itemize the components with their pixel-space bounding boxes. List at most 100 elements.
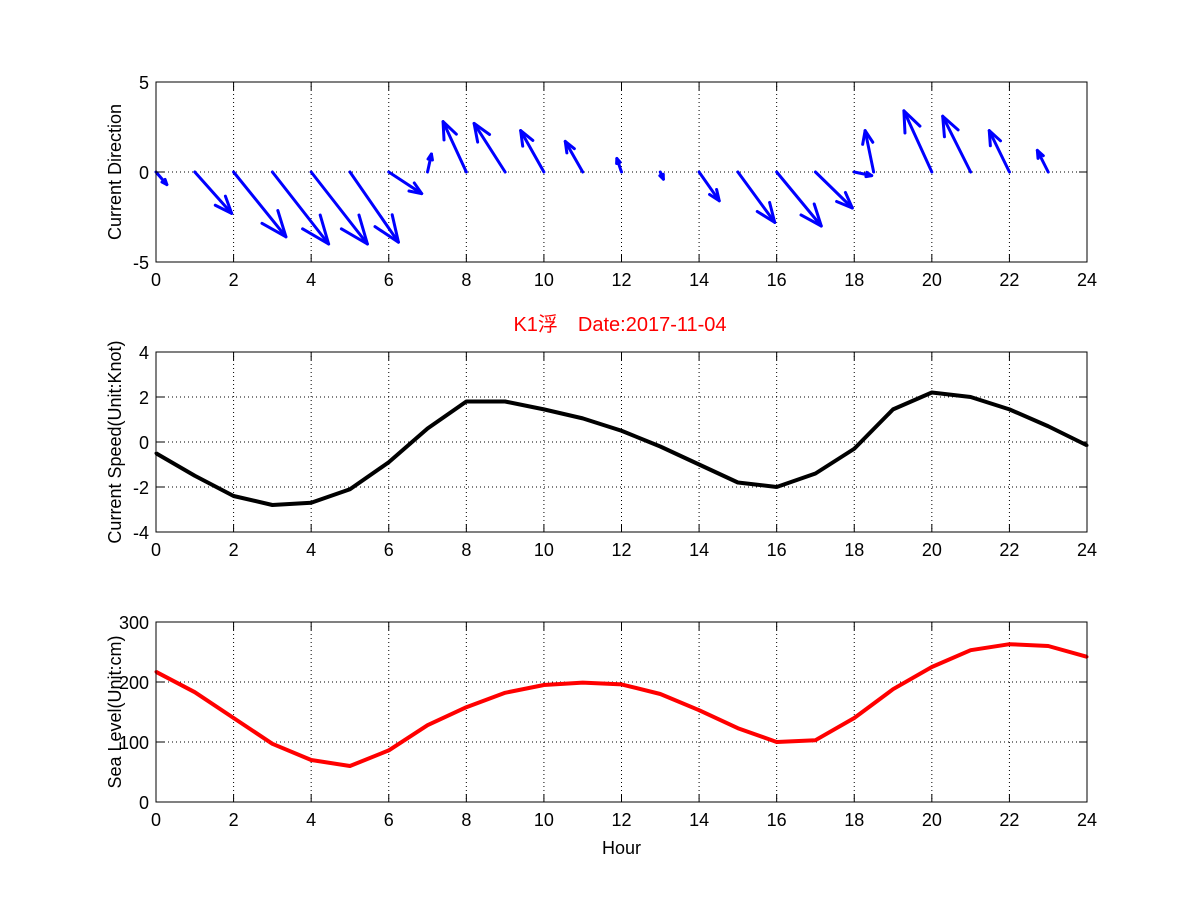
- axis-ticks: 0 2 4 6 8 10 12 14 16 18 20 22 24-505: [133, 73, 1097, 290]
- arrow-head: [373, 213, 400, 244]
- direction-arrow: [813, 170, 854, 210]
- y-tick-label: 300: [119, 613, 149, 633]
- arrow-shaft: [232, 170, 288, 239]
- chart-title: K1浮 Date:2017-11-04: [513, 313, 726, 336]
- arrow-shaft: [941, 114, 973, 174]
- x-tick-label: 8: [461, 270, 471, 290]
- arrow-head: [1035, 148, 1045, 160]
- y-tick-label: 200: [119, 673, 149, 693]
- data-point: [813, 738, 817, 742]
- arrow-head: [941, 114, 960, 139]
- x-tick-label: 16: [767, 270, 787, 290]
- data-point: [232, 716, 236, 720]
- arrow-shaft: [775, 170, 823, 228]
- current-direction-panel: 0 2 4 6 8 10 12 14 16 18 20 22 24-505 Current Direct…: [105, 73, 1097, 290]
- x-tick-label: 10: [534, 540, 554, 560]
- arrow-shaft: [863, 129, 876, 174]
- y-tick-label: 0: [139, 163, 149, 183]
- arrow-head: [213, 194, 234, 215]
- data-point: [581, 416, 585, 420]
- direction-arrow: [193, 170, 234, 215]
- direction-arrow: [154, 170, 169, 187]
- x-tick-label: 24: [1077, 270, 1097, 290]
- arrow-shaft: [193, 170, 234, 215]
- x-tick-label: 20: [922, 810, 942, 830]
- arrow-shaft: [387, 170, 424, 196]
- data-point: [464, 705, 468, 709]
- arrow-head: [339, 213, 369, 246]
- x-tick-label: 14: [689, 540, 709, 560]
- direction-arrow: [441, 120, 468, 174]
- x-tick-label: 0: [151, 810, 161, 830]
- x-tick-label: 14: [689, 810, 709, 830]
- arrow-head: [260, 209, 288, 239]
- x-tick-label: 22: [999, 540, 1019, 560]
- arrow-shaft: [813, 170, 854, 210]
- data-point: [1007, 407, 1011, 411]
- data-point: [891, 407, 895, 411]
- x-axis-label: Hour: [602, 838, 641, 858]
- arrow-head: [658, 172, 665, 181]
- arrow-head: [519, 129, 535, 148]
- arrow-head: [755, 200, 777, 224]
- data-point: [852, 447, 856, 451]
- x-tick-label: 8: [461, 540, 471, 560]
- direction-arrows: [154, 109, 1050, 246]
- data-point: [348, 764, 352, 768]
- y-tick-label: 5: [139, 73, 149, 93]
- data-point: [852, 716, 856, 720]
- data-point: [348, 487, 352, 491]
- x-tick-label: 14: [689, 270, 709, 290]
- arrow-shaft: [902, 109, 934, 174]
- direction-arrow: [615, 157, 623, 174]
- x-tick-label: 4: [306, 270, 316, 290]
- x-tick-label: 18: [844, 540, 864, 560]
- x-tick-label: 0: [151, 540, 161, 560]
- data-point: [426, 723, 430, 727]
- data-point: [697, 708, 701, 712]
- x-tick-label: 18: [844, 810, 864, 830]
- direction-arrow: [387, 170, 424, 196]
- direction-arrow: [852, 170, 874, 179]
- x-tick-label: 12: [611, 540, 631, 560]
- direction-arrow: [309, 170, 369, 246]
- direction-arrow: [658, 170, 665, 181]
- data-point: [620, 429, 623, 433]
- sea-level-series: [154, 642, 1089, 768]
- data-point: [775, 740, 779, 744]
- x-tick-label: 20: [922, 270, 942, 290]
- x-tick-label: 0: [151, 270, 161, 290]
- data-point: [270, 742, 274, 746]
- data-point: [969, 648, 973, 652]
- data-point: [387, 460, 391, 464]
- data-point: [1046, 644, 1050, 648]
- data-point: [503, 691, 507, 695]
- direction-arrow: [987, 129, 1011, 174]
- arrow-head: [902, 109, 922, 135]
- arrow-head: [407, 181, 424, 196]
- data-point: [542, 407, 546, 411]
- arrow-shaft: [270, 170, 331, 246]
- y-tick-label: 4: [139, 343, 149, 363]
- x-tick-label: 10: [534, 810, 554, 830]
- data-point: [736, 726, 740, 730]
- x-tick-label: 18: [844, 270, 864, 290]
- x-tick-label: 16: [767, 540, 787, 560]
- x-tick-label: 2: [229, 540, 239, 560]
- data-point: [542, 683, 546, 687]
- x-tick-label: 4: [306, 540, 316, 560]
- direction-arrow: [563, 139, 585, 174]
- y-tick-label: 100: [119, 733, 149, 753]
- arrow-head: [563, 139, 576, 155]
- data-point: [813, 472, 817, 475]
- y-tick-label: 0: [139, 433, 149, 453]
- direction-arrow: [348, 170, 400, 244]
- arrow-head: [615, 157, 622, 165]
- arrow-head: [441, 120, 458, 142]
- y-axis-label: Current Speed(Unit:Knot): [105, 340, 125, 543]
- x-tick-label: 24: [1077, 540, 1097, 560]
